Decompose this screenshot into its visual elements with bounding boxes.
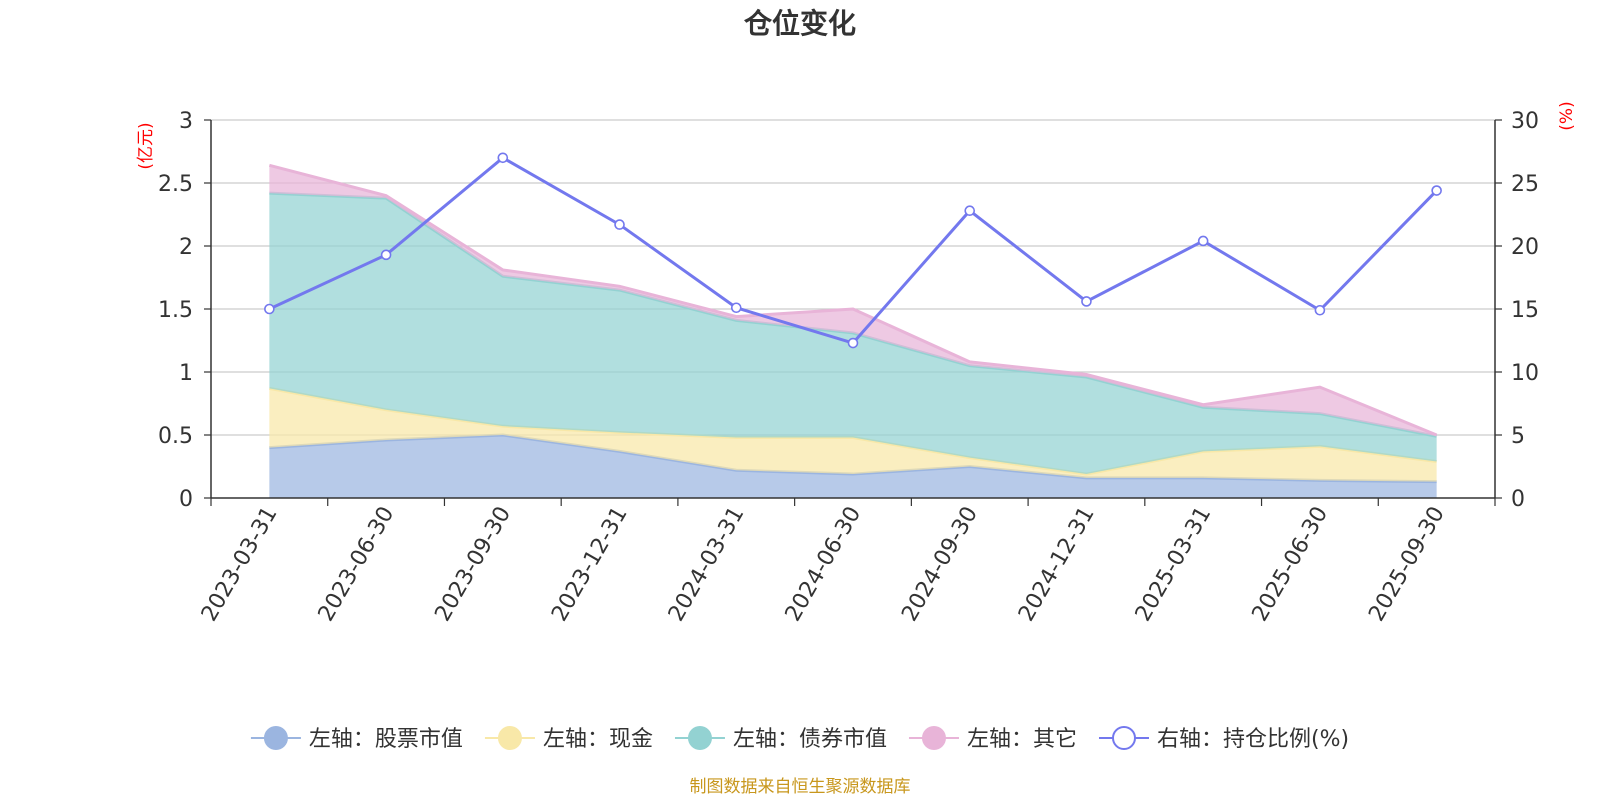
legend-label: 左轴：股票市值 <box>309 727 463 752</box>
right-axis-tick-label: 25 <box>1511 172 1539 197</box>
left-axis-unit: (亿元) <box>136 122 156 169</box>
data-source: 制图数据来自恒生聚源数据库 <box>690 777 911 797</box>
ratio-point <box>380 249 392 261</box>
ratio-point <box>730 302 742 314</box>
ratio-point <box>964 205 976 217</box>
left-axis-tick-label: 2 <box>179 235 193 260</box>
legend-label: 左轴：现金 <box>543 727 653 752</box>
chart-title: 仓位变化 <box>744 7 856 40</box>
x-axis-tick-label: 2025-06-30 <box>1248 503 1334 626</box>
area-edge-左轴：其它 <box>268 163 1438 437</box>
right-axis-tick-label: 10 <box>1511 361 1539 386</box>
ratio-point <box>1431 185 1442 196</box>
legend-label: 右轴：持仓比例(%) <box>1157 727 1349 752</box>
legend-hollow-circle-icon <box>1111 726 1136 750</box>
stacked-areas <box>268 163 1438 498</box>
ratio-point <box>1314 304 1326 316</box>
x-axis-tick-label: 2024-03-31 <box>664 503 750 626</box>
legend-circle-icon <box>921 726 946 750</box>
right-axis-tick-label: 0 <box>1511 487 1525 512</box>
position-ratio-line <box>264 152 1442 349</box>
x-axis-tick-label: 2025-03-31 <box>1131 503 1217 626</box>
x-axis-tick-label: 2025-09-30 <box>1364 503 1450 626</box>
ratio-point <box>497 152 509 164</box>
legend-circle-icon <box>687 726 712 750</box>
legend-circle-icon <box>497 726 522 750</box>
left-axis-tick-label: 3 <box>179 109 193 134</box>
legend-item[interactable]: 左轴：股票市值 <box>250 726 463 752</box>
right-axis-tick-label: 5 <box>1511 424 1525 449</box>
ratio-point <box>614 219 625 230</box>
right-axis-unit: (%) <box>1557 101 1577 130</box>
area-左轴：其它 <box>269 165 1437 437</box>
legend-label: 左轴：其它 <box>967 727 1077 752</box>
right-axis-tick-label: 30 <box>1511 109 1539 134</box>
legend-item[interactable]: 右轴：持仓比例(%) <box>1098 726 1349 752</box>
area-左轴：股票市值 <box>269 435 1437 498</box>
left-axis-tick-label: 0 <box>179 487 193 512</box>
area-左轴：现金 <box>269 388 1437 482</box>
ratio-point <box>1197 235 1209 247</box>
legend-item[interactable]: 左轴：现金 <box>484 726 653 752</box>
left-axis-tick-label: 1.5 <box>158 298 193 323</box>
left-axis-tick-label: 1 <box>179 361 193 386</box>
legend-item[interactable]: 左轴：债券市值 <box>674 726 887 752</box>
legend-label: 左轴：债券市值 <box>733 727 887 752</box>
x-axis-tick-label: 2023-12-31 <box>547 503 633 626</box>
x-axis-tick-label: 2023-06-30 <box>314 503 400 626</box>
x-axis-tick-label: 2024-09-30 <box>897 503 983 626</box>
ratio-point <box>847 337 859 349</box>
legend-circle-icon <box>263 726 288 750</box>
x-axis-tick-label: 2024-12-31 <box>1014 503 1100 626</box>
x-axis-tick-label: 2023-09-30 <box>430 503 516 626</box>
ratio-point <box>264 303 275 315</box>
x-axis-tick-label: 2023-03-31 <box>197 503 283 626</box>
x-axis-tick-label: 2024-06-30 <box>781 503 867 626</box>
right-axis-tick-label: 20 <box>1511 235 1539 260</box>
left-axis-tick-label: 2.5 <box>158 172 193 197</box>
right-axis-tick-label: 15 <box>1511 298 1539 323</box>
legend-item[interactable]: 左轴：其它 <box>908 726 1077 752</box>
left-axis-tick-label: 0.5 <box>158 424 193 449</box>
legend: 左轴：股票市值 左轴：现金 左轴：债券市值 左轴：其它 右轴：持仓比例(%) <box>250 726 1349 752</box>
ratio-point <box>1081 296 1092 307</box>
